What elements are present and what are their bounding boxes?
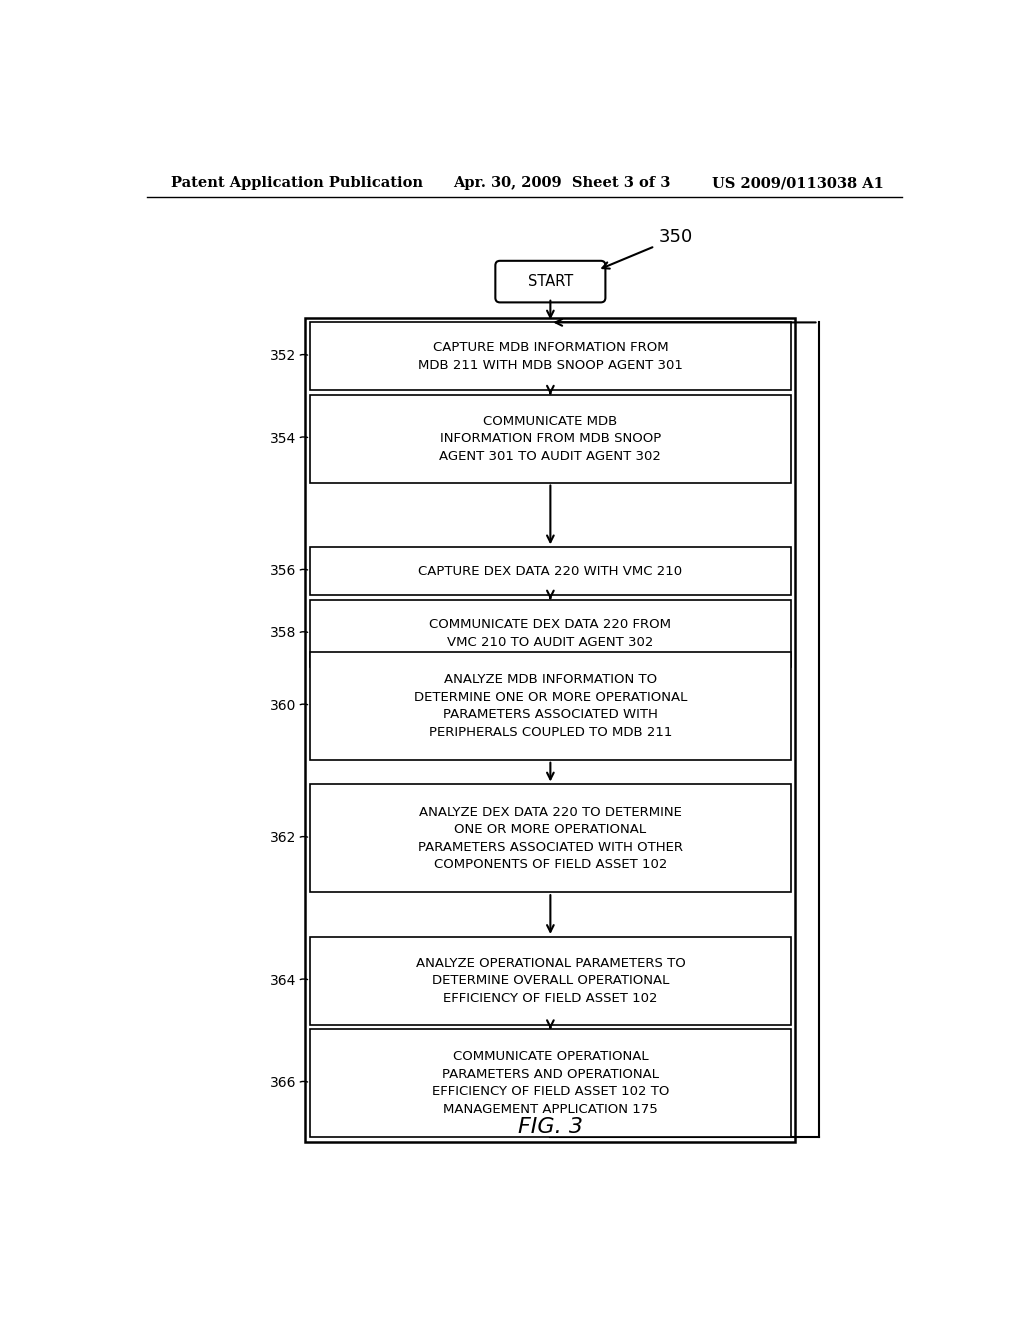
Bar <box>310 599 791 668</box>
Text: US 2009/0113038 A1: US 2009/0113038 A1 <box>712 176 884 190</box>
Text: 354: 354 <box>270 432 296 446</box>
Text: COMMUNICATE DEX DATA 220 FROM
VMC 210 TO AUDIT AGENT 302: COMMUNICATE DEX DATA 220 FROM VMC 210 TO… <box>429 618 672 648</box>
Text: 352: 352 <box>270 350 296 363</box>
Text: ANALYZE MDB INFORMATION TO
DETERMINE ONE OR MORE OPERATIONAL
PARAMETERS ASSOCIAT: ANALYZE MDB INFORMATION TO DETERMINE ONE… <box>414 673 687 739</box>
Text: 362: 362 <box>269 832 296 845</box>
Bar <box>310 322 791 391</box>
Bar <box>310 784 791 892</box>
Text: CAPTURE DEX DATA 220 WITH VMC 210: CAPTURE DEX DATA 220 WITH VMC 210 <box>419 565 682 578</box>
Text: 360: 360 <box>269 698 296 713</box>
Text: Apr. 30, 2009  Sheet 3 of 3: Apr. 30, 2009 Sheet 3 of 3 <box>454 176 671 190</box>
Text: 350: 350 <box>658 228 693 246</box>
Bar <box>310 1030 791 1137</box>
Bar <box>310 395 791 483</box>
Text: 366: 366 <box>269 1076 296 1090</box>
Bar <box>310 548 791 595</box>
Text: 358: 358 <box>269 627 296 640</box>
Text: ANALYZE OPERATIONAL PARAMETERS TO
DETERMINE OVERALL OPERATIONAL
EFFICIENCY OF FI: ANALYZE OPERATIONAL PARAMETERS TO DETERM… <box>416 957 685 1005</box>
Text: COMMUNICATE OPERATIONAL
PARAMETERS AND OPERATIONAL
EFFICIENCY OF FIELD ASSET 102: COMMUNICATE OPERATIONAL PARAMETERS AND O… <box>432 1051 669 1115</box>
Text: COMMUNICATE MDB
INFORMATION FROM MDB SNOOP
AGENT 301 TO AUDIT AGENT 302: COMMUNICATE MDB INFORMATION FROM MDB SNO… <box>439 414 662 463</box>
Text: CAPTURE MDB INFORMATION FROM
MDB 211 WITH MDB SNOOP AGENT 301: CAPTURE MDB INFORMATION FROM MDB 211 WIT… <box>418 341 683 371</box>
Text: ANALYZE DEX DATA 220 TO DETERMINE
ONE OR MORE OPERATIONAL
PARAMETERS ASSOCIATED : ANALYZE DEX DATA 220 TO DETERMINE ONE OR… <box>418 805 683 871</box>
Bar <box>310 937 791 1024</box>
Bar <box>305 318 796 1142</box>
Bar <box>310 652 791 760</box>
Text: FIG. 3: FIG. 3 <box>518 1117 583 1137</box>
Text: 364: 364 <box>269 974 296 987</box>
Text: START: START <box>527 275 573 289</box>
FancyBboxPatch shape <box>496 261 605 302</box>
Text: 356: 356 <box>269 564 296 578</box>
Text: Patent Application Publication: Patent Application Publication <box>171 176 423 190</box>
